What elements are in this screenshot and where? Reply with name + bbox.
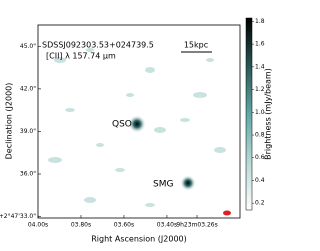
y-tick-label: +2°47'33.0"	[0, 213, 36, 220]
colorbar-tick-label: 0.8	[255, 132, 265, 139]
y-tick-label: 42.0"	[20, 85, 36, 92]
colorbar-tick-label: 1.2	[255, 86, 265, 93]
annotation: SMG	[153, 180, 173, 190]
colorbar	[245, 17, 253, 211]
colorbar-tick-label: 0.6	[255, 154, 265, 161]
colorbar-tick-label: 1.8	[255, 18, 265, 25]
y-tick-label: 45.0"	[20, 43, 36, 50]
y-tick-label: 36.0"	[20, 171, 36, 178]
x-axis-label: Right Ascension (J2000)	[91, 235, 187, 244]
subtitle: [CII] λ 157.74 μm	[46, 52, 116, 61]
x-tick-label: 04.00s	[28, 222, 48, 229]
colorbar-tick-label: 1.6	[255, 41, 265, 48]
x-tick-label: 9h23m03.26s	[176, 222, 217, 229]
y-tick-label: 39.0"	[20, 128, 36, 135]
x-tick-label: 03.40s	[157, 222, 177, 229]
noise	[48, 48, 226, 207]
annotation: QSO	[112, 120, 132, 130]
title: SDSSJ092303.53+024739.5	[42, 41, 154, 50]
x-tick-label: 03.80s	[71, 222, 91, 229]
colorbar-tick-label: 1.4	[255, 63, 265, 70]
smg-source	[180, 175, 196, 191]
colorbar-label: Brightness (mJy/beam)	[264, 68, 273, 160]
chart: SDSSJ092303.53+024739.5 [CII] λ 157.74 μ…	[0, 17, 273, 244]
scale-bar-label: 15kpc	[184, 41, 208, 50]
qso-source	[128, 115, 146, 133]
colorbar-tick-label: 1.0	[255, 109, 265, 116]
beam	[223, 210, 231, 216]
colorbar-tick-label: 0.2	[255, 200, 265, 207]
colorbar-tick-label: 0.4	[255, 177, 265, 184]
x-tick-label: 03.60s	[114, 222, 134, 229]
y-axis-label: Declination (J2000)	[5, 83, 14, 160]
